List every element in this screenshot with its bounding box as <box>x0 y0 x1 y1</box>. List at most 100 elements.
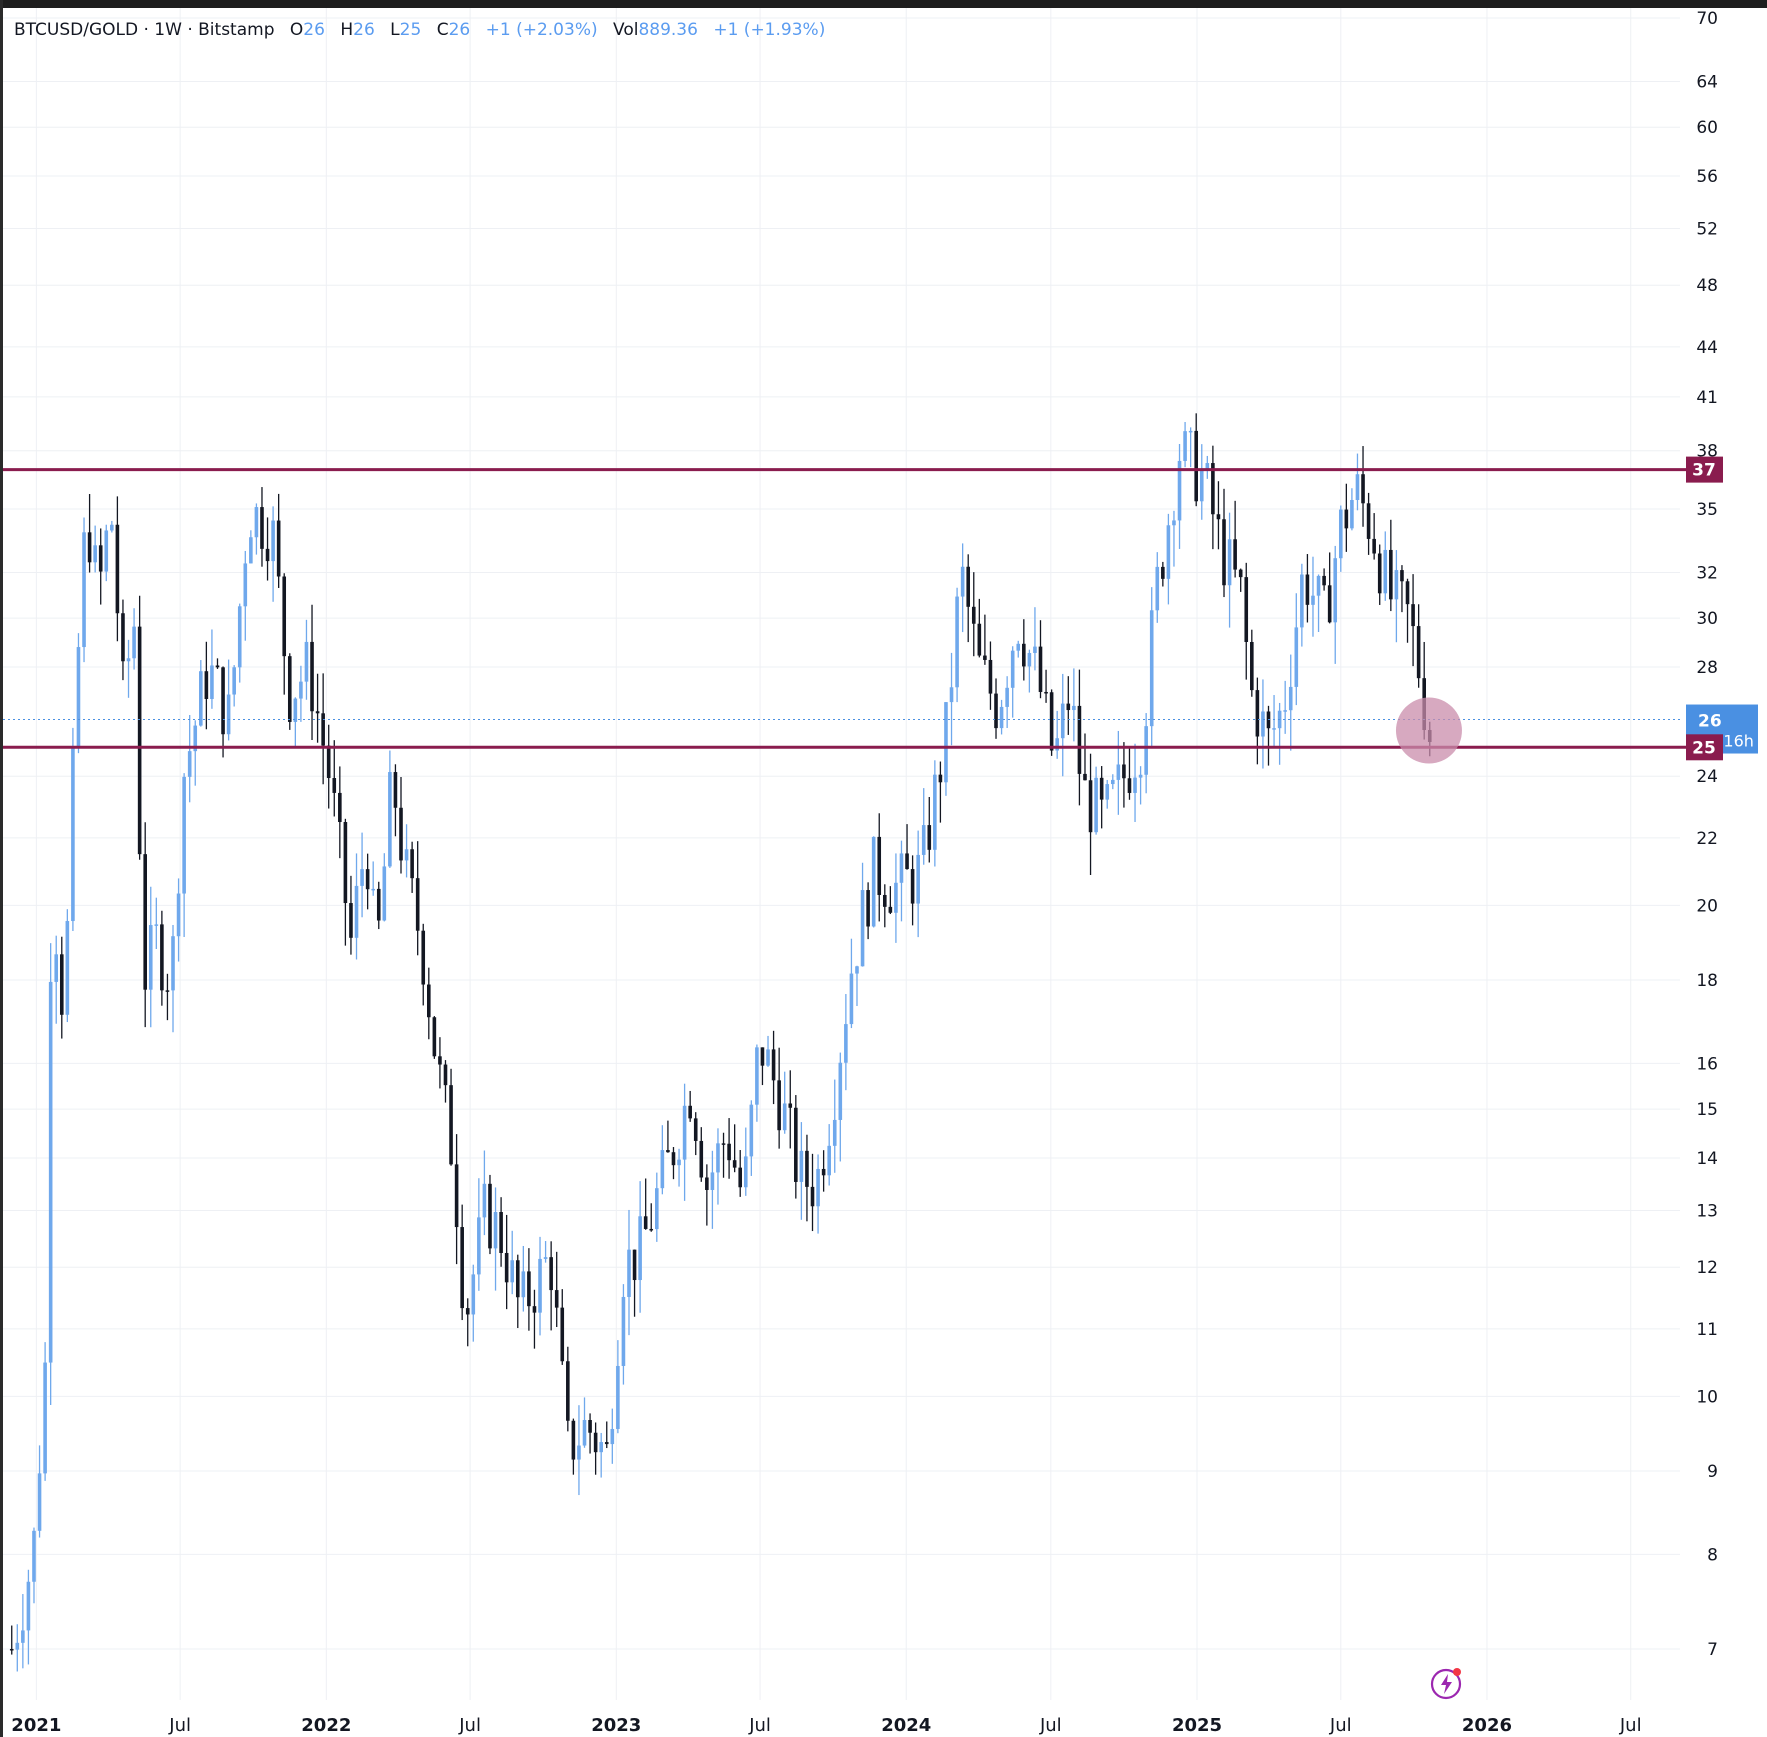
candle-body <box>916 854 920 904</box>
high-value: 26 <box>353 20 375 40</box>
candle-body <box>1338 509 1343 559</box>
candle-body <box>949 687 954 703</box>
horizontal-levels <box>3 468 1686 764</box>
candle-body <box>1033 646 1037 653</box>
candle-body <box>1138 774 1143 778</box>
candle-body <box>1038 646 1043 692</box>
candle-body <box>1122 764 1126 779</box>
candle-body <box>1161 566 1165 579</box>
candle-body <box>37 1473 42 1531</box>
candle-body <box>688 1105 692 1119</box>
candle-body <box>566 1361 570 1421</box>
candle-body <box>499 1212 503 1253</box>
window-left-border <box>0 0 3 1737</box>
candle-body <box>93 545 97 563</box>
candle-body <box>844 1024 848 1063</box>
candle-body <box>182 776 186 894</box>
candle-body <box>504 1252 509 1283</box>
candle-body <box>588 1420 592 1433</box>
candle-body <box>1194 430 1199 502</box>
candle-body <box>226 694 231 735</box>
candle-body <box>299 681 303 699</box>
lightning-icon[interactable] <box>1430 1666 1464 1700</box>
candle-body <box>249 537 253 564</box>
candle-body <box>1355 474 1360 501</box>
price-tick-label: 60 <box>1696 118 1718 138</box>
candle-body <box>921 825 926 855</box>
candle-body <box>304 641 309 682</box>
candle-body <box>593 1432 598 1453</box>
candle-body <box>87 532 92 563</box>
candle-body <box>326 745 331 779</box>
candle-body <box>671 1152 676 1166</box>
candle-body <box>98 545 103 572</box>
candle-body <box>427 984 431 1018</box>
candle-body <box>682 1105 687 1160</box>
open-value: 26 <box>303 20 325 40</box>
candle-body <box>871 836 876 927</box>
candle-body <box>171 936 175 991</box>
candle-body <box>582 1420 587 1446</box>
candle-body <box>966 566 971 607</box>
candle-body <box>265 548 270 562</box>
price-tick-label: 13 <box>1696 1201 1718 1221</box>
candle-body <box>160 924 164 991</box>
candle-body <box>449 1085 453 1165</box>
candle-body <box>649 1228 654 1231</box>
candle-body <box>310 641 314 712</box>
close-value: 26 <box>448 20 471 40</box>
candle-body <box>15 1642 20 1650</box>
price-tick-label: 35 <box>1696 500 1718 520</box>
candle-body <box>860 890 865 967</box>
candle-body <box>1361 474 1365 504</box>
candle-body <box>43 1362 47 1474</box>
candle-body <box>738 1167 743 1188</box>
candle-body <box>1072 705 1076 711</box>
candle-body <box>721 1143 726 1145</box>
candle-body <box>393 772 398 808</box>
candle-body <box>621 1296 626 1366</box>
candle-body <box>1283 710 1287 712</box>
candle-body <box>1027 652 1032 667</box>
candle-body <box>148 925 153 990</box>
open-label: O <box>289 20 304 40</box>
candle-body <box>1216 514 1221 520</box>
candle-body <box>1172 520 1176 526</box>
price-tick-label: 44 <box>1696 338 1718 358</box>
candle-body <box>126 658 131 662</box>
candle-body <box>1211 463 1215 515</box>
candle-body <box>154 924 159 926</box>
candle-body <box>766 1049 770 1066</box>
candle-body <box>855 966 859 974</box>
price-tick-label: 16 <box>1696 1054 1718 1074</box>
candle-body <box>677 1159 681 1166</box>
candle-body <box>1060 703 1065 739</box>
candle-body <box>1099 777 1104 800</box>
window-top-bar <box>0 0 1767 8</box>
candle-body <box>382 866 387 921</box>
price-tick-label: 7 <box>1707 1640 1718 1660</box>
candle-body <box>1144 726 1148 775</box>
candle-body <box>1350 500 1354 529</box>
candle-body <box>187 751 192 777</box>
candle-body <box>955 596 959 688</box>
price-tick-label: 18 <box>1696 971 1718 991</box>
candle-body <box>727 1143 731 1161</box>
candle-body <box>938 774 943 783</box>
candle-body <box>1400 570 1404 582</box>
candle-body <box>660 1150 665 1189</box>
candle-body <box>338 792 342 823</box>
candle-body <box>176 893 181 937</box>
price-tick-label: 8 <box>1707 1545 1718 1565</box>
candle-body <box>465 1308 470 1315</box>
candle-body <box>282 576 287 657</box>
candle-body <box>315 711 320 714</box>
candle-body <box>287 656 292 722</box>
candle-body <box>1088 780 1093 833</box>
candle-body <box>710 1172 715 1190</box>
candle-body <box>927 825 932 850</box>
candle-body <box>365 869 370 890</box>
candle-body <box>1094 777 1098 833</box>
candle-body <box>1244 577 1249 642</box>
